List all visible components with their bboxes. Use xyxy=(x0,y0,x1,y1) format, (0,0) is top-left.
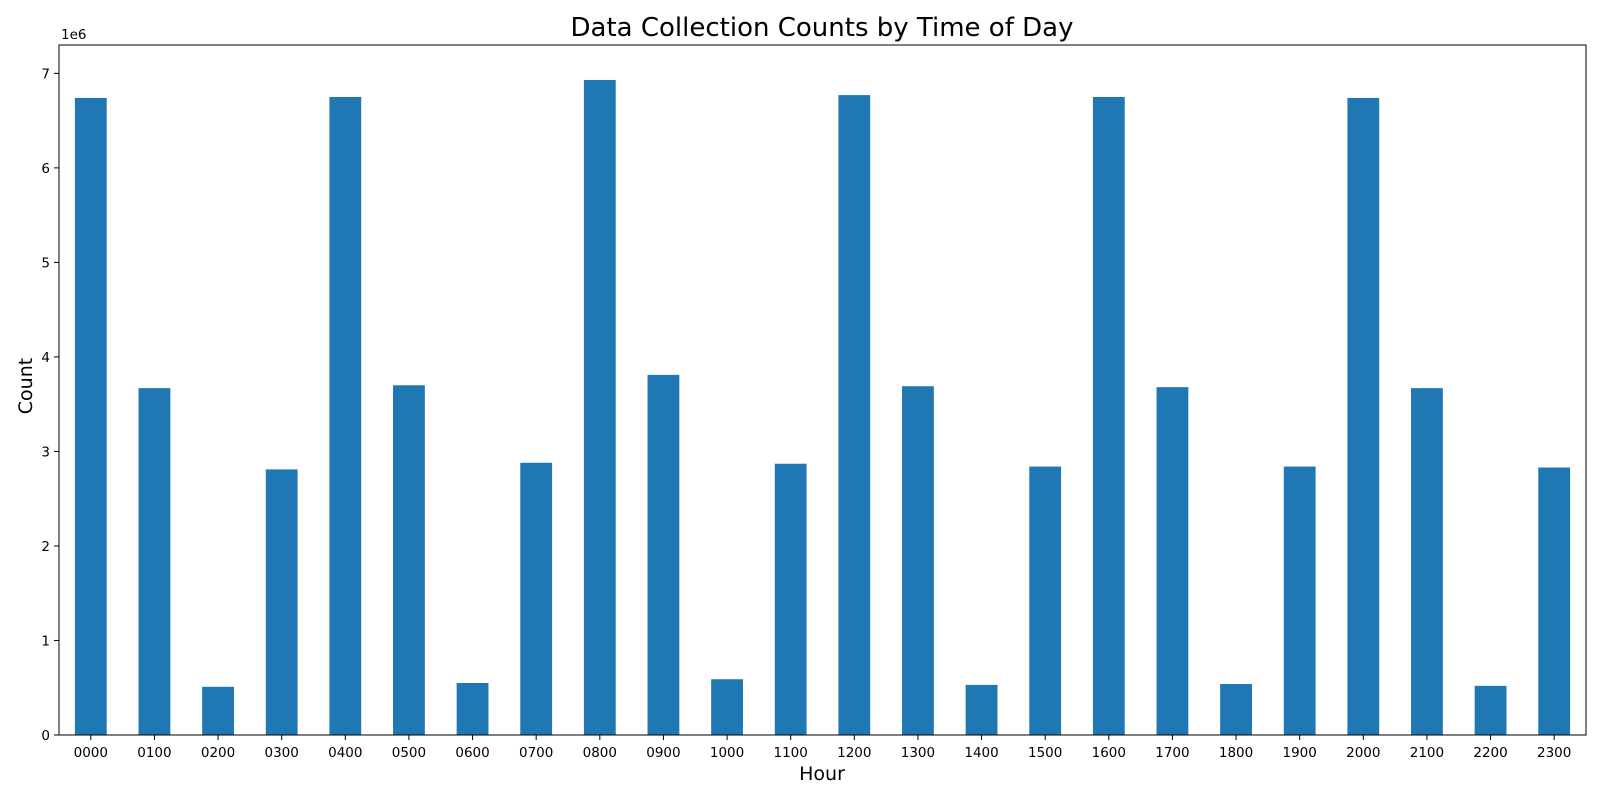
x-tick-label: 2200 xyxy=(1473,745,1507,761)
bar-0800 xyxy=(583,79,616,736)
bar-1800 xyxy=(1220,683,1252,735)
x-tick-label: 0200 xyxy=(201,745,235,761)
bars xyxy=(74,79,1571,736)
x-tick-label: 1600 xyxy=(1092,745,1126,761)
y-tick-label: 0 xyxy=(41,728,50,744)
bar-1900 xyxy=(1283,466,1316,735)
y-tick-label: 7 xyxy=(41,66,50,82)
x-tick-label: 0800 xyxy=(583,745,617,761)
bar-1700 xyxy=(1156,387,1189,735)
x-tick-label: 1200 xyxy=(837,745,871,761)
y-tick-label: 4 xyxy=(41,350,50,366)
plot-frame xyxy=(58,44,1587,736)
bar-1600 xyxy=(1092,96,1125,735)
x-tick-label: 0600 xyxy=(455,745,489,761)
x-tick-label: 1500 xyxy=(1028,745,1062,761)
bar-0500 xyxy=(393,385,425,735)
x-tick-label: 1300 xyxy=(901,745,935,761)
bar-1200 xyxy=(838,95,871,736)
x-tick-label: 2100 xyxy=(1410,745,1444,761)
x-tick-label: 2000 xyxy=(1346,745,1380,761)
bar-2000 xyxy=(1347,97,1380,735)
bar-2200 xyxy=(1474,685,1507,735)
x-tick-label: 0400 xyxy=(328,745,362,761)
bar-0900 xyxy=(647,374,680,735)
x-tick-label: 0700 xyxy=(519,745,553,761)
x-tick-label: 0000 xyxy=(74,745,108,761)
chart-title: Data Collection Counts by Time of Day xyxy=(571,13,1074,43)
y-axis-label: Count xyxy=(15,358,37,414)
y-axis-offset-label: 1e6 xyxy=(61,27,86,43)
bar-0300 xyxy=(265,469,298,735)
bar-0400 xyxy=(329,96,362,735)
y-tick-label: 6 xyxy=(41,161,50,177)
x-tick-label: 0500 xyxy=(392,745,426,761)
y-tick-label: 2 xyxy=(41,539,50,555)
bar-0000 xyxy=(74,97,107,735)
x-tick-label: 0100 xyxy=(137,745,171,761)
x-tick-label: 2300 xyxy=(1537,745,1571,761)
x-tick-label: 1400 xyxy=(964,745,998,761)
bar-1000 xyxy=(711,679,743,735)
bar-0700 xyxy=(520,462,553,735)
bar-1100 xyxy=(774,463,807,735)
x-tick-label: 1700 xyxy=(1155,745,1189,761)
y-axis-ticks: 0 1 2 3 4 5 6 7 xyxy=(41,66,59,744)
x-tick-label: 0900 xyxy=(646,745,680,761)
bar-1300 xyxy=(902,386,934,735)
x-axis-label: Hour xyxy=(799,763,845,785)
bar-1500 xyxy=(1029,466,1062,735)
x-tick-label: 1100 xyxy=(774,745,808,761)
bar-0200 xyxy=(202,686,234,735)
y-tick-label: 1 xyxy=(41,633,50,649)
x-tick-label: 1000 xyxy=(710,745,744,761)
x-tick-label: 0300 xyxy=(265,745,299,761)
x-tick-label: 1800 xyxy=(1219,745,1253,761)
bar-2300 xyxy=(1538,467,1571,735)
x-tick-label: 1900 xyxy=(1283,745,1317,761)
bar-0100 xyxy=(138,388,171,735)
bar-2100 xyxy=(1411,388,1443,735)
y-tick-label: 5 xyxy=(41,255,50,271)
x-axis-ticks: 0000 0100 0200 0300 0400 0500 0600 0700 0800 0900… xyxy=(74,735,1571,761)
bar-1400 xyxy=(965,684,998,735)
bar-0600 xyxy=(456,683,489,735)
y-tick-label: 3 xyxy=(41,444,50,460)
